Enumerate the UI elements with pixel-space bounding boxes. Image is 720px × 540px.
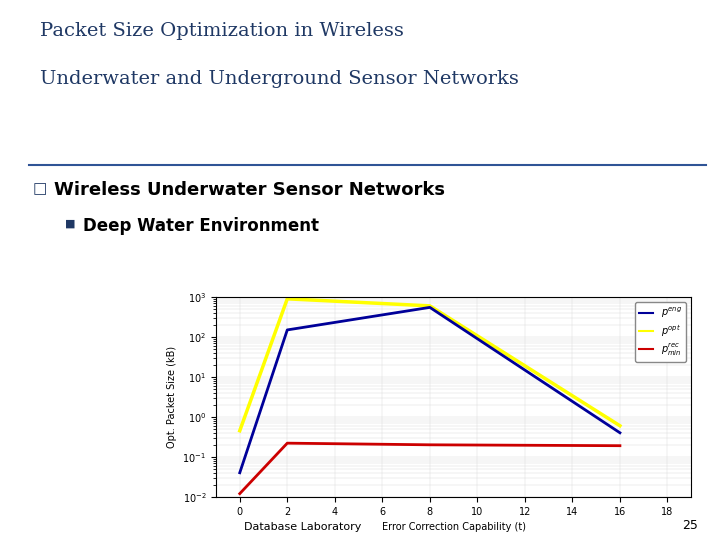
Text: ■: ■ [65, 219, 76, 229]
Text: 25: 25 [683, 519, 698, 532]
Y-axis label: Opt. Packet Size (kB): Opt. Packet Size (kB) [167, 346, 177, 448]
Legend: $p^{eng}$, $p^{opt}$, $p^{rec}_{min}$: $p^{eng}$, $p^{opt}$, $p^{rec}_{min}$ [635, 302, 686, 362]
Text: Deep Water Environment: Deep Water Environment [83, 217, 319, 235]
Text: Underwater and Underground Sensor Networks: Underwater and Underground Sensor Networ… [40, 70, 518, 88]
Text: □: □ [32, 181, 47, 196]
X-axis label: Error Correction Capability (t): Error Correction Capability (t) [382, 522, 526, 532]
Text: Database Laboratory: Database Laboratory [243, 522, 361, 532]
Text: Wireless Underwater Sensor Networks: Wireless Underwater Sensor Networks [54, 181, 445, 199]
Text: Packet Size Optimization in Wireless: Packet Size Optimization in Wireless [40, 22, 403, 39]
